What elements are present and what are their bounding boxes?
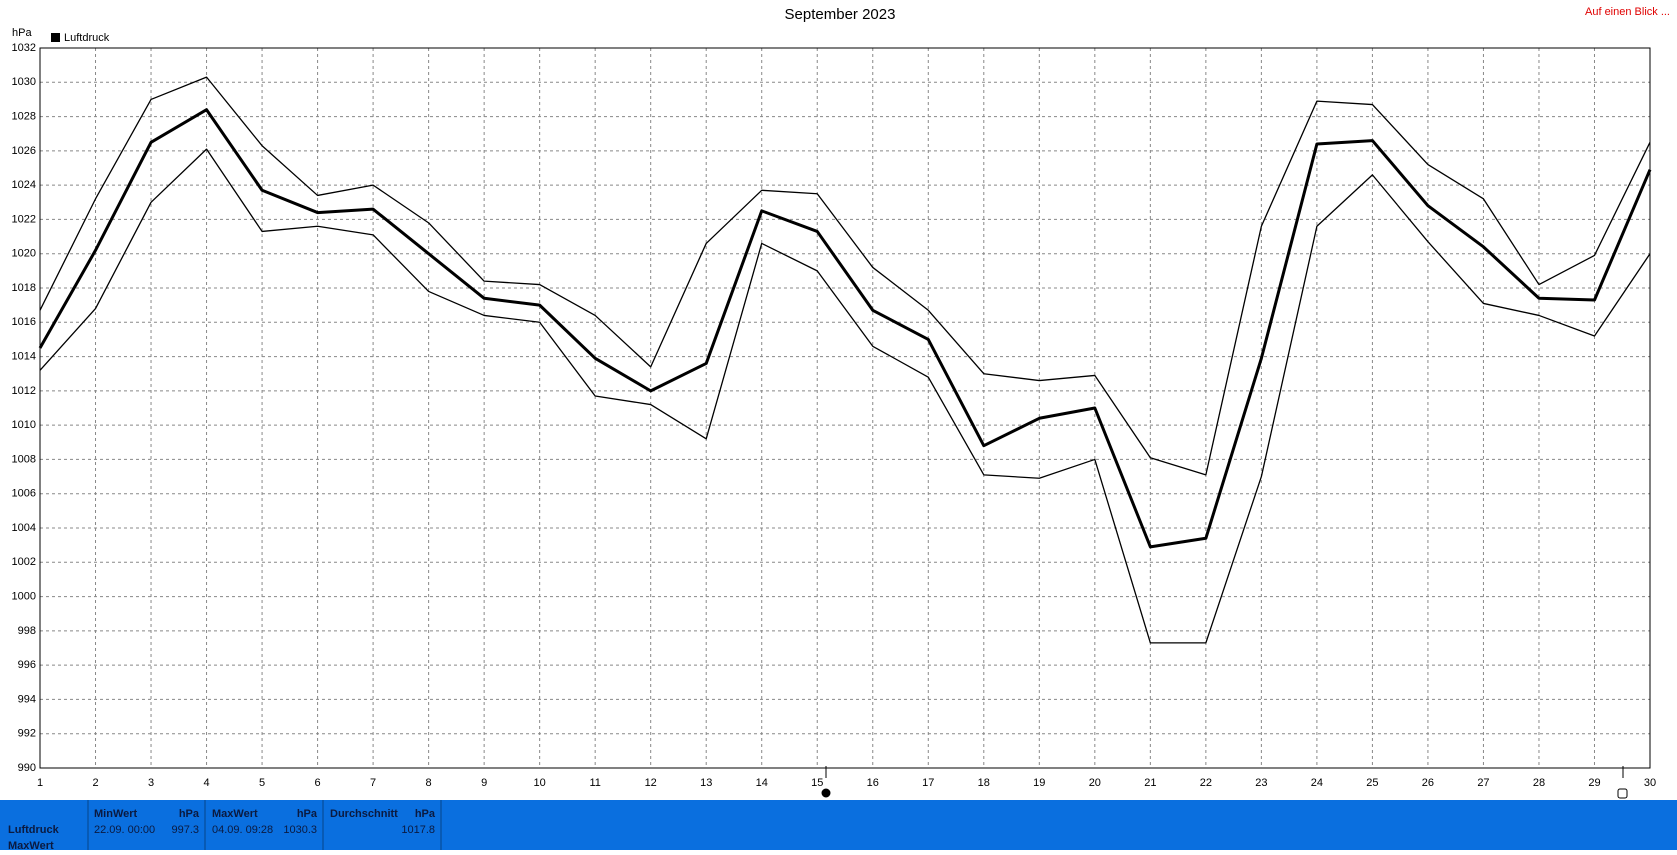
y-tick-label: 1002 (12, 556, 36, 568)
y-tick-label: 1028 (12, 110, 36, 122)
x-tick-label: 28 (1533, 777, 1545, 789)
x-tick-label: 22 (1200, 777, 1212, 789)
x-tick-label: 13 (700, 777, 712, 789)
x-tick-label: 9 (481, 777, 487, 789)
col-unit: hPa (297, 808, 318, 820)
chart-title: September 2023 (785, 6, 896, 23)
x-tick-label: 19 (1033, 777, 1045, 789)
scroll-handle[interactable] (1617, 788, 1628, 799)
y-tick-label: 1032 (12, 42, 36, 54)
y-tick-label: 1008 (12, 453, 36, 465)
y-tick-label: 1006 (12, 488, 36, 500)
y-tick-label: 1016 (12, 316, 36, 328)
x-tick-label: 11 (589, 777, 600, 789)
x-tick-label: 29 (1588, 777, 1600, 789)
overview-link[interactable]: Auf einen Blick ... (1585, 6, 1670, 18)
col-time: 04.09. 09:28 (212, 824, 273, 836)
x-tick-label: 26 (1422, 777, 1434, 789)
y-tick-label: 998 (18, 625, 36, 637)
x-tick-label: 1 (37, 777, 43, 789)
y-tick-label: 992 (18, 728, 36, 740)
x-tick-label: 30 (1644, 777, 1656, 789)
col-value: 997.3 (171, 824, 199, 836)
scroll-handle[interactable] (821, 788, 831, 798)
x-tick-label: 24 (1311, 777, 1323, 789)
row-label: MaxWert (8, 840, 54, 850)
y-tick-label: 1012 (12, 385, 36, 397)
x-tick-label: 8 (426, 777, 432, 789)
col-header: MinWert (94, 808, 138, 820)
x-tick-label: 12 (645, 777, 657, 789)
y-tick-label: 1024 (12, 179, 36, 191)
col-unit: hPa (415, 808, 436, 820)
col-unit: hPa (179, 808, 200, 820)
line-series (38, 108, 1652, 549)
y-tick-label: 1004 (12, 522, 36, 534)
y-axis-label: hPa (12, 27, 32, 39)
x-tick-label: 17 (922, 777, 934, 789)
legend-label: Luftdruck (64, 32, 110, 44)
line-series (39, 148, 1651, 644)
x-tick-label: 5 (259, 777, 265, 789)
y-tick-label: 1018 (12, 282, 36, 294)
x-tick-label: 15 (811, 777, 823, 789)
x-tick-label: 6 (315, 777, 321, 789)
x-tick-label: 21 (1144, 777, 1156, 789)
x-tick-label: 3 (148, 777, 154, 789)
x-tick-label: 27 (1477, 777, 1489, 789)
x-tick-label: 2 (92, 777, 98, 789)
y-tick-label: 1030 (12, 76, 36, 88)
col-value: 1017.8 (401, 824, 435, 836)
stats-panel (0, 800, 1677, 850)
y-tick-label: 990 (18, 762, 36, 774)
x-tick-label: 7 (370, 777, 376, 789)
line-series (39, 76, 1651, 476)
x-tick-label: 14 (756, 777, 768, 789)
x-tick-label: 20 (1089, 777, 1101, 789)
legend-swatch (51, 33, 60, 42)
x-tick-label: 16 (867, 777, 879, 789)
row-label: Luftdruck (8, 824, 60, 836)
y-tick-label: 1020 (12, 248, 36, 260)
y-tick-label: 996 (18, 659, 36, 671)
col-header: Durchschnitt (330, 808, 398, 820)
col-value: 1030.3 (283, 824, 317, 836)
y-tick-label: 1010 (12, 419, 36, 431)
col-header: MaxWert (212, 808, 258, 820)
y-tick-label: 1026 (12, 145, 36, 157)
y-tick-label: 1014 (12, 350, 36, 362)
y-tick-label: 1022 (12, 213, 36, 225)
x-tick-label: 10 (534, 777, 546, 789)
x-tick-label: 4 (203, 777, 209, 789)
x-tick-label: 23 (1255, 777, 1267, 789)
y-tick-label: 994 (18, 693, 36, 705)
x-tick-label: 25 (1366, 777, 1378, 789)
y-tick-label: 1000 (12, 590, 36, 602)
col-time: 22.09. 00:00 (94, 824, 155, 836)
grid (39, 47, 1651, 769)
plot-frame (39, 47, 1651, 769)
x-tick-label: 18 (978, 777, 990, 789)
